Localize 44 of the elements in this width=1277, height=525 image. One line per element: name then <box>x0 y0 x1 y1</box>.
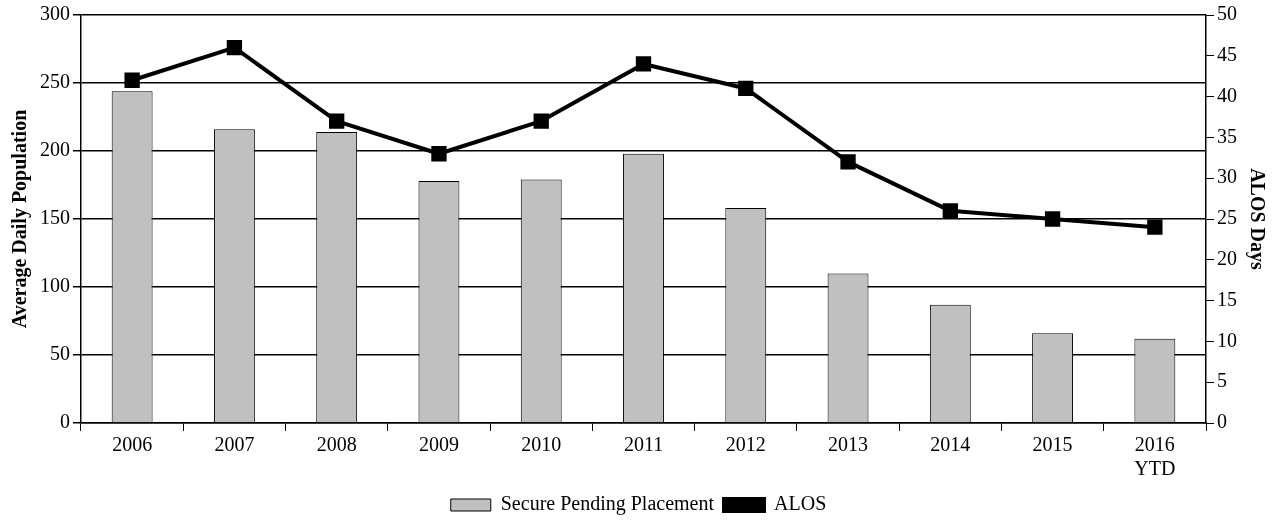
point <box>840 154 856 170</box>
y-tick-label: 250 <box>40 70 70 93</box>
y2-tick-label: 10 <box>1217 328 1237 351</box>
point <box>635 56 652 72</box>
legend-label: ALOS <box>774 492 827 515</box>
y2-tick-label: 25 <box>1217 206 1237 229</box>
y2-tick-label: 45 <box>1217 43 1237 66</box>
y2-tick-label: 30 <box>1217 165 1237 188</box>
y2-axis-title: ALOS Days <box>1245 168 1269 271</box>
y2-tick-label: 5 <box>1217 369 1227 392</box>
legend-label: Secure Pending Placement <box>500 492 715 516</box>
x-tick-label: 2016 YTD <box>1134 433 1176 480</box>
y-tick-label: 0 <box>60 410 70 433</box>
x-tick-label: 2012 <box>725 433 766 456</box>
y2-tick-label: 40 <box>1217 83 1237 106</box>
point <box>1147 219 1163 235</box>
point <box>738 80 754 97</box>
y2-tick-label: 50 <box>1217 2 1237 25</box>
point <box>124 72 140 88</box>
point <box>1044 211 1061 227</box>
y-tick-label: 150 <box>40 206 70 229</box>
x-tick-label: 2006 <box>112 433 153 456</box>
x-tick-label: 2008 <box>316 433 357 456</box>
y-tick-label: 50 <box>50 342 70 365</box>
y-tick-label: 100 <box>40 274 70 297</box>
point <box>533 113 549 129</box>
y-axis-title: Average Daily Population <box>8 109 32 329</box>
y-tick-label: 300 <box>40 2 70 25</box>
x-tick-label: 2010 <box>521 433 562 456</box>
x-tick-label: 2011 <box>623 433 664 456</box>
x-tick-label: 2014 <box>930 433 971 456</box>
y2-tick-label: 35 <box>1217 124 1237 147</box>
y2-tick-label: 0 <box>1217 410 1227 433</box>
y2-tick-label: 15 <box>1217 287 1237 310</box>
x-tick-label: 2007 <box>214 433 255 456</box>
x-tick-label: 2009 <box>418 433 459 456</box>
x-tick-label: 2015 <box>1032 433 1073 456</box>
y2-tick-label: 20 <box>1217 247 1237 270</box>
y-tick-label: 200 <box>40 138 70 161</box>
point <box>431 146 447 162</box>
point <box>942 203 958 219</box>
point <box>329 113 345 129</box>
point <box>226 39 243 56</box>
x-tick-label: 2013 <box>828 433 869 456</box>
